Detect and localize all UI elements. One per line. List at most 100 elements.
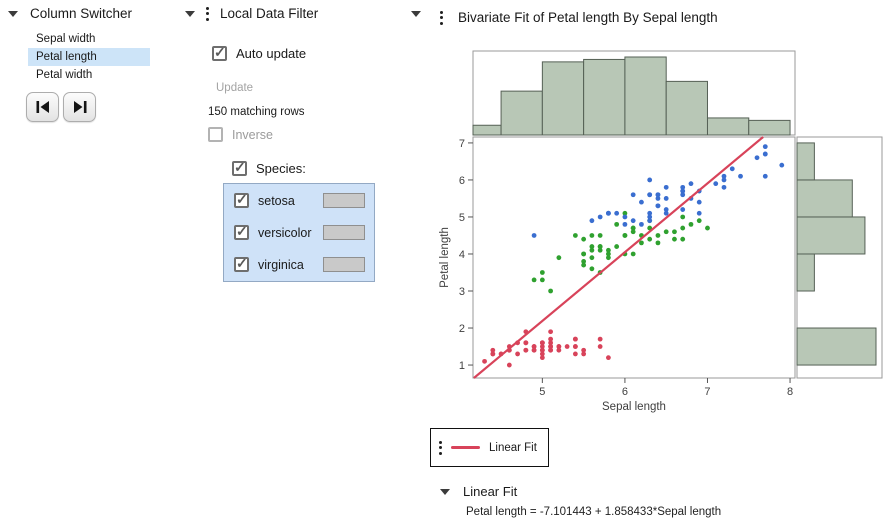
scatter-point-setosa[interactable] bbox=[548, 336, 554, 342]
scatter-point-setosa[interactable] bbox=[548, 347, 554, 353]
scatter-point-versicolor[interactable] bbox=[589, 233, 595, 238]
scatter-point-virginica[interactable] bbox=[606, 210, 611, 216]
disclosure-triangle-icon[interactable] bbox=[411, 10, 421, 17]
scatter-point-setosa[interactable] bbox=[581, 347, 587, 353]
linear-fit-line[interactable] bbox=[473, 136, 764, 379]
column-item-petal-length[interactable]: Petal length bbox=[28, 48, 150, 66]
scatter-point-setosa[interactable] bbox=[482, 358, 487, 364]
scatter-point-virginica[interactable] bbox=[663, 207, 669, 212]
versicolor-label[interactable]: versicolor bbox=[258, 225, 312, 240]
scatter-point-virginica[interactable] bbox=[647, 177, 653, 183]
right-histogram-bar[interactable] bbox=[796, 179, 853, 218]
scatter-point-setosa[interactable] bbox=[597, 344, 603, 349]
scatter-point-virginica[interactable] bbox=[614, 210, 620, 216]
species-checkbox[interactable] bbox=[232, 159, 247, 176]
scatter-point-virginica[interactable] bbox=[647, 192, 653, 198]
scatter-point-versicolor[interactable] bbox=[614, 244, 620, 249]
scatter-point-setosa[interactable] bbox=[556, 344, 562, 349]
scatter-point-versicolor[interactable] bbox=[696, 218, 702, 224]
scatter-point-versicolor[interactable] bbox=[672, 229, 677, 235]
scatter-point-virginica[interactable] bbox=[696, 210, 702, 216]
scatter-point-setosa[interactable] bbox=[581, 351, 587, 357]
scatter-point-virginica[interactable] bbox=[639, 221, 644, 227]
scatter-point-virginica[interactable] bbox=[647, 214, 653, 220]
scatter-point-versicolor[interactable] bbox=[572, 233, 578, 238]
scatter-point-virginica[interactable] bbox=[721, 173, 727, 179]
scatter-point-versicolor[interactable] bbox=[630, 229, 636, 235]
column-item-petal-width[interactable]: Petal width bbox=[36, 69, 93, 81]
scatter-point-virginica[interactable] bbox=[713, 181, 719, 187]
scatter-point-virginica[interactable] bbox=[762, 151, 768, 157]
scatter-point-versicolor[interactable] bbox=[556, 255, 562, 261]
versicolor-checkbox[interactable] bbox=[234, 223, 249, 240]
scatter-point-versicolor[interactable] bbox=[581, 258, 587, 264]
scatter-point-versicolor[interactable] bbox=[622, 210, 628, 216]
right-histogram-bar[interactable] bbox=[796, 253, 815, 292]
scatter-point-versicolor[interactable] bbox=[622, 233, 628, 238]
scatter-point-versicolor[interactable] bbox=[597, 247, 603, 253]
scatter-point-setosa[interactable] bbox=[597, 336, 603, 342]
scatter-point-versicolor[interactable] bbox=[655, 233, 661, 238]
scatter-point-versicolor[interactable] bbox=[597, 244, 603, 249]
scatter-point-versicolor[interactable] bbox=[680, 214, 686, 220]
scatter-point-virginica[interactable] bbox=[663, 196, 669, 201]
right-histogram-bar[interactable] bbox=[796, 216, 866, 255]
top-histogram-bar[interactable] bbox=[748, 119, 791, 136]
scatter-point-virginica[interactable] bbox=[729, 166, 735, 172]
update-button[interactable]: Update bbox=[216, 82, 254, 94]
inverse-checkbox[interactable] bbox=[208, 127, 223, 142]
scatter-point-versicolor[interactable] bbox=[655, 240, 661, 246]
scatter-point-versicolor[interactable] bbox=[539, 277, 545, 283]
scatter-point-setosa[interactable] bbox=[539, 351, 545, 357]
scatter-point-virginica[interactable] bbox=[655, 203, 661, 209]
top-histogram-bar[interactable] bbox=[665, 80, 708, 136]
disclosure-triangle-icon[interactable] bbox=[8, 10, 18, 17]
top-histogram-bar[interactable] bbox=[583, 58, 626, 136]
scatter-point-versicolor[interactable] bbox=[630, 225, 636, 231]
setosa-label[interactable]: setosa bbox=[258, 193, 295, 208]
scatter-point-setosa[interactable] bbox=[539, 344, 545, 349]
scatter-point-setosa[interactable] bbox=[606, 355, 611, 361]
scatter-point-setosa[interactable] bbox=[531, 347, 537, 353]
scatter-point-setosa[interactable] bbox=[539, 347, 545, 353]
scatter-point-virginica[interactable] bbox=[655, 196, 661, 201]
scatter-point-versicolor[interactable] bbox=[639, 240, 644, 246]
scatter-point-virginica[interactable] bbox=[680, 188, 686, 194]
scatter-point-virginica[interactable] bbox=[630, 218, 636, 224]
top-histogram-bar[interactable] bbox=[706, 117, 750, 136]
scatter-point-versicolor[interactable] bbox=[589, 255, 595, 261]
scatter-point-virginica[interactable] bbox=[738, 173, 743, 179]
scatter-point-setosa[interactable] bbox=[539, 340, 545, 346]
scatter-point-versicolor[interactable] bbox=[614, 221, 620, 227]
virginica-checkbox[interactable] bbox=[234, 255, 249, 272]
scatter-point-versicolor[interactable] bbox=[663, 229, 669, 235]
scatter-point-setosa[interactable] bbox=[523, 347, 529, 353]
scatter-point-virginica[interactable] bbox=[597, 214, 603, 220]
scatter-point-setosa[interactable] bbox=[556, 347, 562, 353]
scatter-point-versicolor[interactable] bbox=[672, 236, 677, 242]
scatter-point-setosa[interactable] bbox=[515, 351, 520, 357]
scatter-point-versicolor[interactable] bbox=[630, 251, 636, 257]
scatter-point-setosa[interactable] bbox=[523, 340, 529, 346]
scatter-point-virginica[interactable] bbox=[589, 218, 595, 224]
scatter-point-virginica[interactable] bbox=[622, 221, 628, 227]
scatter-point-versicolor[interactable] bbox=[647, 236, 653, 242]
disclosure-triangle-icon[interactable] bbox=[185, 10, 195, 17]
scatter-point-setosa[interactable] bbox=[572, 336, 578, 342]
column-item-sepal-width[interactable]: Sepal width bbox=[36, 33, 96, 45]
scatter-point-virginica[interactable] bbox=[721, 184, 727, 190]
setosa-checkbox[interactable] bbox=[234, 191, 249, 208]
scatter-point-setosa[interactable] bbox=[490, 347, 496, 353]
scatter-point-virginica[interactable] bbox=[647, 218, 653, 224]
scatter-point-virginica[interactable] bbox=[688, 181, 694, 187]
menu-dots-icon[interactable] bbox=[206, 6, 209, 21]
scatter-point-versicolor[interactable] bbox=[597, 233, 603, 238]
scatter-point-versicolor[interactable] bbox=[539, 270, 545, 275]
auto-update-checkbox[interactable] bbox=[212, 44, 227, 61]
scatter-point-versicolor[interactable] bbox=[581, 262, 587, 268]
bivariate-plot[interactable]: 5 6 7 8 1 2 3 4 5 6 7 Sepal length Petal length bbox=[430, 35, 888, 425]
scatter-point-setosa[interactable] bbox=[572, 344, 578, 349]
scatter-point-versicolor[interactable] bbox=[589, 247, 595, 253]
scatter-point-setosa[interactable] bbox=[572, 351, 578, 357]
scatter-point-versicolor[interactable] bbox=[581, 251, 587, 257]
